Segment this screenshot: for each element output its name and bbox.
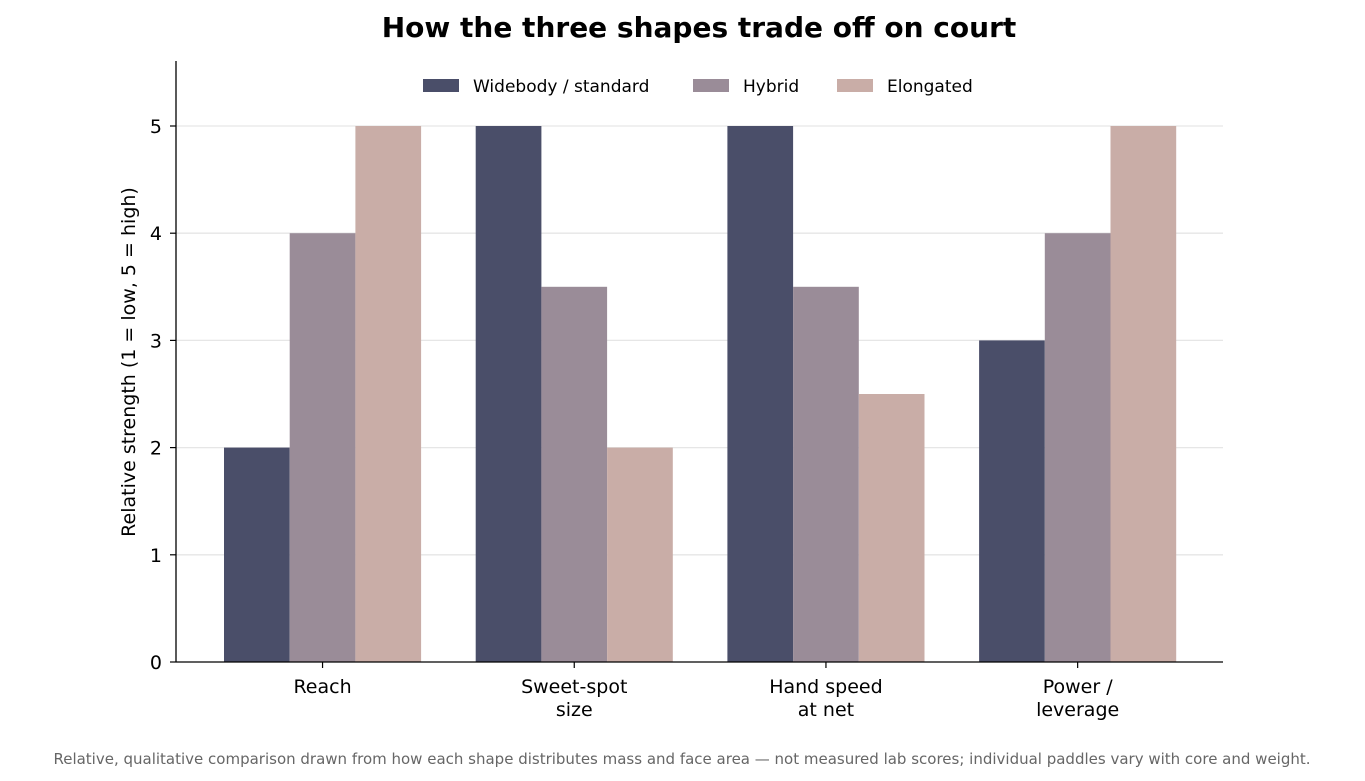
- y-tick-label: 4: [150, 223, 162, 245]
- x-tick-label: Reach: [293, 676, 351, 698]
- y-tick-label: 1: [150, 545, 162, 567]
- legend-label: Hybrid: [743, 77, 799, 97]
- legend-swatch: [693, 79, 729, 92]
- bar: [793, 286, 859, 662]
- legend-label: Widebody / standard: [473, 77, 649, 97]
- footnote: Relative, qualitative comparison drawn f…: [53, 750, 1310, 768]
- y-ticks: 0 1 2 3 4 5: [150, 116, 176, 674]
- legend-swatch: [423, 79, 459, 92]
- bar: [979, 340, 1045, 662]
- y-axis-label: Relative strength (1 = low, 5 = high): [118, 187, 140, 537]
- legend-swatch: [837, 79, 873, 92]
- y-tick-label: 3: [150, 330, 162, 352]
- bar: [727, 126, 794, 662]
- bar: [289, 233, 356, 662]
- bar: [541, 286, 608, 662]
- bar: [224, 447, 290, 662]
- bar: [858, 394, 925, 662]
- legend-label: Elongated: [887, 77, 973, 97]
- legend: Widebody / standard Hybrid Elongated: [423, 77, 973, 97]
- x-tick-label: Hand speed at net: [769, 676, 882, 721]
- axes: [175, 61, 1223, 663]
- bar: [355, 126, 422, 662]
- x-ticks: Reach Sweet-spot size Hand speed at net Power…: [293, 662, 1119, 721]
- chart-title: How the three shapes trade off on court: [382, 11, 1017, 44]
- x-tick-label: Power / leverage: [1036, 676, 1119, 721]
- bar: [475, 126, 542, 662]
- y-tick-label: 0: [150, 652, 162, 674]
- y-tick-label: 5: [150, 116, 162, 138]
- y-tick-label: 2: [150, 438, 162, 460]
- x-tick-label: Sweet-spot size: [521, 676, 627, 721]
- bar: [607, 447, 673, 662]
- bar: [1044, 233, 1111, 662]
- bars: [224, 126, 1177, 662]
- bar: [1110, 126, 1177, 662]
